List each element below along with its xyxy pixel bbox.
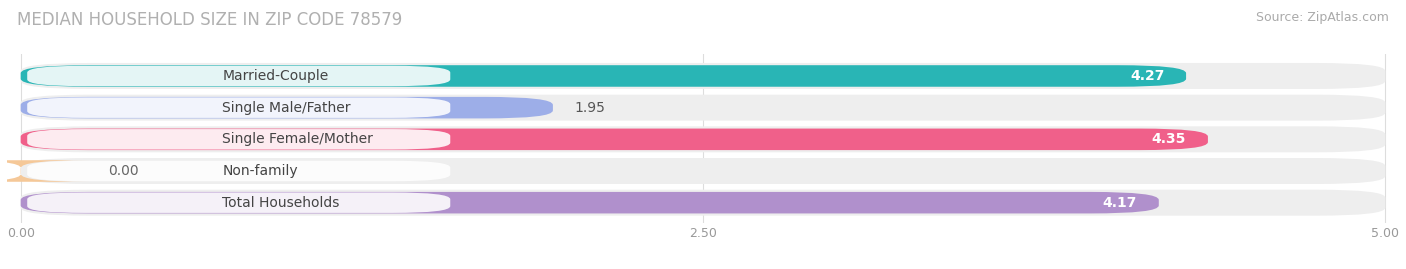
FancyBboxPatch shape	[21, 158, 1385, 184]
Text: Total Households: Total Households	[222, 196, 340, 210]
FancyBboxPatch shape	[21, 95, 1385, 121]
Text: 1.95: 1.95	[575, 101, 606, 115]
Text: 4.17: 4.17	[1102, 196, 1137, 210]
FancyBboxPatch shape	[21, 63, 1385, 89]
FancyBboxPatch shape	[27, 129, 450, 150]
FancyBboxPatch shape	[27, 192, 450, 213]
FancyBboxPatch shape	[27, 66, 450, 86]
Text: Single Female/Mother: Single Female/Mother	[222, 132, 373, 146]
Text: 4.35: 4.35	[1152, 132, 1187, 146]
FancyBboxPatch shape	[0, 160, 89, 182]
FancyBboxPatch shape	[21, 190, 1385, 216]
FancyBboxPatch shape	[27, 97, 450, 118]
Text: Single Male/Father: Single Male/Father	[222, 101, 352, 115]
FancyBboxPatch shape	[27, 161, 450, 181]
FancyBboxPatch shape	[21, 97, 553, 118]
Text: 4.27: 4.27	[1130, 69, 1164, 83]
FancyBboxPatch shape	[21, 192, 1159, 213]
FancyBboxPatch shape	[21, 129, 1208, 150]
FancyBboxPatch shape	[21, 126, 1385, 152]
Text: Married-Couple: Married-Couple	[222, 69, 329, 83]
Text: MEDIAN HOUSEHOLD SIZE IN ZIP CODE 78579: MEDIAN HOUSEHOLD SIZE IN ZIP CODE 78579	[17, 11, 402, 29]
Text: 0.00: 0.00	[108, 164, 139, 178]
FancyBboxPatch shape	[21, 65, 1187, 87]
Text: Source: ZipAtlas.com: Source: ZipAtlas.com	[1256, 11, 1389, 24]
Text: Non-family: Non-family	[222, 164, 298, 178]
